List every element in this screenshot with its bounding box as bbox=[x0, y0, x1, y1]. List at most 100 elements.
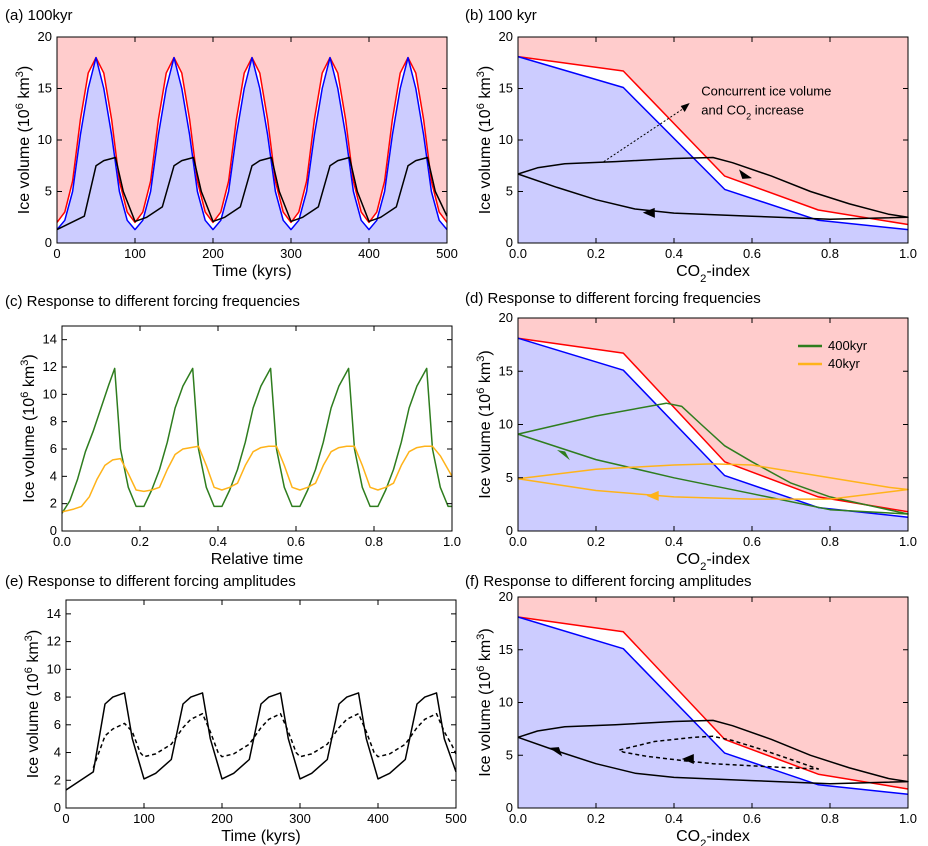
x-tick-label: 300 bbox=[280, 246, 302, 261]
y-tick-label: 5 bbox=[506, 184, 513, 199]
x-tick-label: 400 bbox=[367, 811, 389, 826]
y-tick-label: 4 bbox=[54, 745, 61, 760]
y-tick-label: 20 bbox=[38, 29, 52, 44]
y-tick-label: 6 bbox=[50, 441, 57, 456]
x-tick-label: 200 bbox=[202, 246, 224, 261]
y-tick-label: 20 bbox=[499, 589, 513, 604]
plot-background bbox=[62, 326, 452, 531]
y-tick-label: 15 bbox=[499, 81, 513, 96]
series-line bbox=[65, 692, 457, 791]
y-tick-label: 0 bbox=[506, 235, 513, 250]
y-tick-label: 8 bbox=[54, 689, 61, 704]
series-line bbox=[517, 463, 909, 500]
y-axis-label: Ice volume (106 km3) bbox=[14, 66, 33, 215]
x-tick-label: 1.0 bbox=[899, 246, 917, 261]
x-tick-label: 0 bbox=[53, 246, 60, 261]
x-tick-label: 400 bbox=[358, 246, 380, 261]
y-tick-label: 6 bbox=[54, 717, 61, 732]
x-axis-label: Time (kyrs) bbox=[212, 263, 291, 280]
x-tick-label: 0.4 bbox=[209, 534, 227, 549]
x-tick-label: 0.2 bbox=[587, 534, 605, 549]
direction-arrow bbox=[681, 753, 694, 764]
x-tick-label: 0.6 bbox=[743, 246, 761, 261]
y-tick-label: 2 bbox=[54, 772, 61, 787]
x-tick-label: 0.8 bbox=[821, 246, 839, 261]
x-tick-label: 0.2 bbox=[587, 246, 605, 261]
x-tick-label: 0.4 bbox=[665, 246, 683, 261]
x-tick-label: 0.6 bbox=[743, 811, 761, 826]
x-tick-label: 0.2 bbox=[587, 811, 605, 826]
y-tick-label: 5 bbox=[506, 470, 513, 485]
y-tick-label: 5 bbox=[506, 747, 513, 762]
panel-c: 0.0 0.2 0.4 0.6 0.8 1.0 0 2 4 6 8 10 12 14 (c) Respons… bbox=[5, 293, 461, 568]
annotation-line-2: and CO2 increase bbox=[701, 102, 804, 121]
y-tick-label: 4 bbox=[50, 468, 57, 483]
direction-arrow bbox=[549, 747, 563, 757]
x-tick-label: 0.4 bbox=[665, 534, 683, 549]
y-tick-label: 15 bbox=[38, 81, 52, 96]
y-tick-label: 12 bbox=[43, 359, 57, 374]
x-tick-label: 100 bbox=[124, 246, 146, 261]
y-tick-label: 20 bbox=[499, 29, 513, 44]
y-tick-label: 2 bbox=[50, 496, 57, 511]
y-axis-label: Ice volume (106 km3) bbox=[23, 630, 42, 779]
x-tick-label: 200 bbox=[211, 811, 233, 826]
annotation-pointer bbox=[603, 106, 686, 163]
series-line bbox=[517, 616, 909, 796]
y-tick-label: 20 bbox=[499, 310, 513, 325]
x-tick-label: 0.4 bbox=[665, 811, 683, 826]
annotation-arrowhead bbox=[680, 103, 690, 113]
x-tick-label: 0.0 bbox=[53, 534, 71, 549]
x-tick-label: 100 bbox=[133, 811, 155, 826]
series-line bbox=[517, 55, 909, 226]
ice-region bbox=[518, 617, 908, 808]
panel-a: 0 100 200 300 400 500 0 5 10 15 20 (a) 100kyr Time (… bbox=[5, 7, 458, 280]
x-tick-label: 0 bbox=[62, 811, 69, 826]
y-tick-label: 0 bbox=[506, 800, 513, 815]
x-axis-label: CO2-index bbox=[676, 263, 750, 285]
series-line bbox=[61, 445, 453, 513]
x-tick-label: 0.8 bbox=[365, 534, 383, 549]
series-line bbox=[517, 55, 909, 231]
x-tick-label: 0.6 bbox=[743, 534, 761, 549]
y-tick-label: 10 bbox=[499, 417, 513, 432]
y-tick-label: 5 bbox=[45, 184, 52, 199]
series-line bbox=[61, 367, 452, 514]
series-line bbox=[619, 735, 820, 770]
x-tick-label: 1.0 bbox=[443, 534, 461, 549]
direction-arrow bbox=[739, 169, 752, 179]
axes-frame bbox=[65, 599, 457, 809]
ice-region bbox=[57, 57, 447, 243]
y-tick-label: 15 bbox=[499, 363, 513, 378]
series-line bbox=[56, 56, 448, 231]
x-tick-label: 0.2 bbox=[131, 534, 149, 549]
y-tick-label: 0 bbox=[54, 800, 61, 815]
y-axis-label: Ice volume (106 km3) bbox=[19, 354, 38, 503]
x-tick-label: 0.8 bbox=[821, 811, 839, 826]
panel-d: 0.0 0.2 0.4 0.6 0.8 1.0 0 5 10 15 20 (d) Response t… bbox=[465, 290, 917, 573]
panel-title: (c) Response to different forcing freque… bbox=[5, 293, 300, 310]
y-tick-label: 0 bbox=[45, 235, 52, 250]
ice-region bbox=[518, 56, 908, 243]
legend-label: 400kyr bbox=[828, 338, 868, 353]
x-axis-label: CO2-index bbox=[676, 828, 750, 846]
x-tick-label: 0.0 bbox=[509, 534, 527, 549]
panel-title: (a) 100kyr bbox=[5, 7, 73, 24]
y-tick-label: 15 bbox=[499, 642, 513, 657]
panel-title: (b) 100 kyr bbox=[465, 7, 537, 24]
x-tick-label: 500 bbox=[445, 811, 467, 826]
y-tick-label: 12 bbox=[47, 634, 61, 649]
series-line bbox=[517, 719, 909, 785]
y-tick-label: 10 bbox=[47, 661, 61, 676]
x-tick-label: 300 bbox=[289, 811, 311, 826]
y-tick-label: 0 bbox=[50, 523, 57, 538]
series-line bbox=[517, 156, 909, 221]
panel-e: 0 100 200 300 400 500 0 2 4 6 8 10 12 14 (e) Response … bbox=[5, 573, 467, 845]
x-tick-label: 0.6 bbox=[287, 534, 305, 549]
panel-title: (e) Response to different forcing amplit… bbox=[5, 573, 296, 590]
x-tick-label: 0.0 bbox=[509, 246, 527, 261]
panel-title: (d) Response to different forcing freque… bbox=[465, 290, 761, 307]
series-line bbox=[92, 712, 457, 769]
series-line bbox=[517, 402, 909, 515]
